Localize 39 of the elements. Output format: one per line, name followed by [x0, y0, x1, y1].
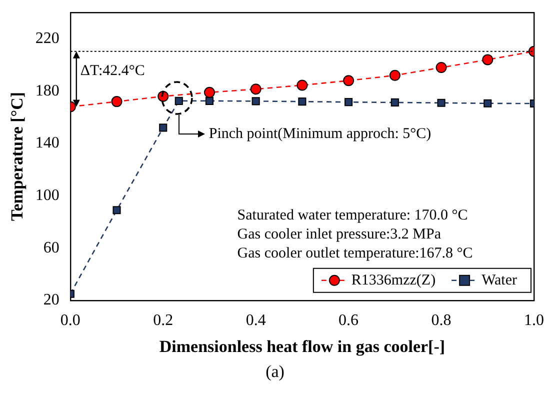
x-tick-label: 0.2 — [153, 312, 174, 330]
text: (a) — [264, 362, 286, 382]
y-tick-label: 100 — [35, 186, 60, 204]
annotation: Gas cooler inlet pressure:3.2 MPa — [237, 226, 442, 243]
point — [159, 124, 168, 132]
point — [484, 99, 492, 108]
point — [437, 98, 446, 107]
point — [112, 206, 121, 214]
y-tick-label: 60 — [43, 239, 60, 256]
annotation: Saturated water temperature: 170.0 °C — [237, 208, 468, 224]
x-axis-title: Dimensionless heat flow in gas cooler[-] — [159, 337, 446, 356]
annotation: ΔT:42.4°C — [80, 62, 145, 79]
y-tick-label: 140 — [35, 134, 60, 152]
point — [344, 98, 353, 106]
x-tick-label: 0.0 — [60, 312, 80, 330]
point — [436, 62, 447, 74]
point — [250, 84, 262, 95]
point — [389, 70, 400, 81]
point — [343, 75, 354, 86]
point — [204, 86, 215, 98]
annotation: Gas cooler outlet temperature:167.8 °C — [237, 246, 473, 262]
x-tick-label: 0.4 — [246, 312, 266, 330]
x-tick-label: 0.8 — [431, 312, 452, 330]
y-tick-label: 220 — [35, 30, 60, 47]
point — [205, 96, 214, 105]
x-tick-label: 0.6 — [338, 312, 359, 330]
point — [252, 97, 260, 106]
point — [298, 98, 306, 106]
legend-label: R1336mzz(Z) — [351, 272, 436, 288]
point — [482, 54, 494, 66]
point — [390, 98, 399, 107]
legend-label: Water — [482, 272, 518, 288]
y-tick-label: 180 — [35, 82, 60, 100]
y-tick-label: 20 — [43, 292, 60, 309]
annotation: Pinch point(Minimum approch: 5°C) — [208, 126, 432, 142]
y-axis-title: Temperature [°C] — [8, 92, 27, 222]
point — [296, 80, 308, 91]
x-tick-label: 1.0 — [524, 312, 544, 330]
point — [111, 96, 122, 108]
